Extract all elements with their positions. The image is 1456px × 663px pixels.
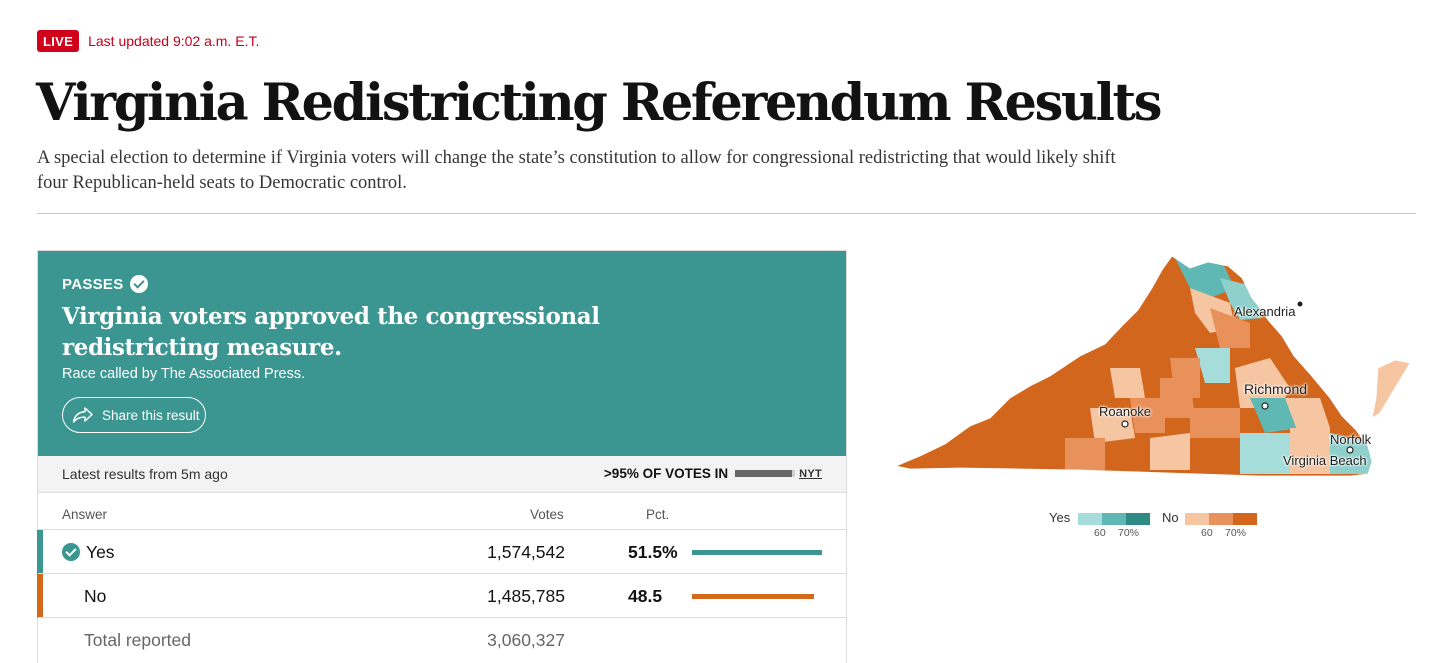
result-headline: Virginia voters approved the congression…: [62, 303, 600, 361]
result-row-yes: Yes 1,574,542 51.5%: [37, 529, 846, 574]
page-description: A special election to determine if Virgi…: [37, 148, 1116, 193]
total-row: Total reported 3,060,327: [38, 617, 846, 662]
nyt-link[interactable]: NYT: [799, 467, 822, 480]
votes-in-indicator: >95% OF VOTES IN NYT: [604, 466, 822, 481]
yes-color-stripe: [37, 530, 43, 574]
column-answer: Answer: [62, 507, 108, 522]
share-arrow-icon: [72, 407, 93, 423]
legend-yes-swatch-mid: [1102, 513, 1126, 525]
answer-no: No: [84, 586, 107, 606]
legend-yes-swatch-low: [1078, 513, 1102, 525]
live-status: LIVE Last updated 9:02 a.m. E.T.: [37, 30, 259, 52]
result-banner: PASSES Virginia voters approved the cong…: [38, 251, 846, 456]
virginia-map[interactable]: [890, 248, 1420, 548]
map-label-roanoke: Roanoke: [1099, 404, 1152, 419]
pct-bar-yes: [692, 550, 822, 555]
results-status-bar: Latest results from 5m ago >95% OF VOTES…: [38, 456, 846, 493]
pct-yes: 51.5%: [628, 542, 678, 562]
legend-yes-tick-60: 60: [1094, 527, 1106, 539]
legend-yes-swatch-high: [1126, 513, 1150, 525]
county-results-map[interactable]: Alexandria Richmond Roanoke Norfolk Virg…: [890, 248, 1420, 548]
map-label-richmond: Richmond: [1244, 381, 1308, 397]
legend-no-swatch-mid: [1209, 513, 1233, 525]
votes-yes: 1,574,542: [487, 542, 565, 562]
result-card: PASSES Virginia voters approved the cong…: [37, 250, 847, 663]
live-badge: LIVE: [37, 30, 80, 52]
called-by: Race called by The Associated Press.: [62, 366, 306, 382]
no-color-stripe: [37, 574, 43, 618]
pct-bar-no: [692, 594, 814, 599]
column-pct: Pct.: [646, 507, 670, 522]
passes-status: PASSES: [62, 275, 148, 293]
votes-in-progress-fill: [735, 470, 793, 477]
legend-no-tick-60: 60: [1201, 527, 1213, 539]
legend-yes-tick-70: 70%: [1118, 527, 1140, 539]
votes-no: 1,485,785: [487, 586, 565, 606]
votes-in-progress: [735, 470, 796, 477]
answer-yes: Yes: [86, 542, 115, 562]
check-circle-icon: [129, 275, 148, 293]
result-row-no: No 1,485,785 48.5: [37, 573, 846, 618]
map-label-alexandria: Alexandria: [1234, 304, 1296, 319]
map-label-norfolk: Norfolk: [1330, 432, 1372, 447]
total-votes: 3,060,327: [487, 630, 565, 650]
pct-no: 48.5: [628, 586, 663, 606]
last-updated: Last updated 9:02 a.m. E.T.: [88, 33, 260, 49]
winner-check-icon: [62, 543, 80, 561]
legend-yes-label: Yes: [1049, 510, 1071, 525]
legend-no-swatch-high: [1233, 513, 1257, 525]
latest-results: Latest results from 5m ago: [62, 466, 228, 482]
column-votes: Votes: [530, 507, 564, 522]
legend-no-label: No: [1162, 510, 1179, 525]
share-label: Share this result: [102, 407, 200, 423]
divider: [37, 213, 1416, 214]
map-label-virginia-beach: Virginia Beach: [1283, 453, 1367, 468]
passes-label: PASSES: [62, 275, 124, 293]
share-result-button[interactable]: Share this result: [62, 397, 206, 433]
total-label: Total reported: [84, 630, 192, 650]
votes-in-label: >95% OF VOTES IN: [603, 466, 729, 481]
legend-no-tick-70: 70%: [1225, 527, 1247, 539]
page-title: Virginia Redistricting Referendum Result…: [36, 73, 1162, 133]
legend-no-swatch-low: [1185, 513, 1209, 525]
